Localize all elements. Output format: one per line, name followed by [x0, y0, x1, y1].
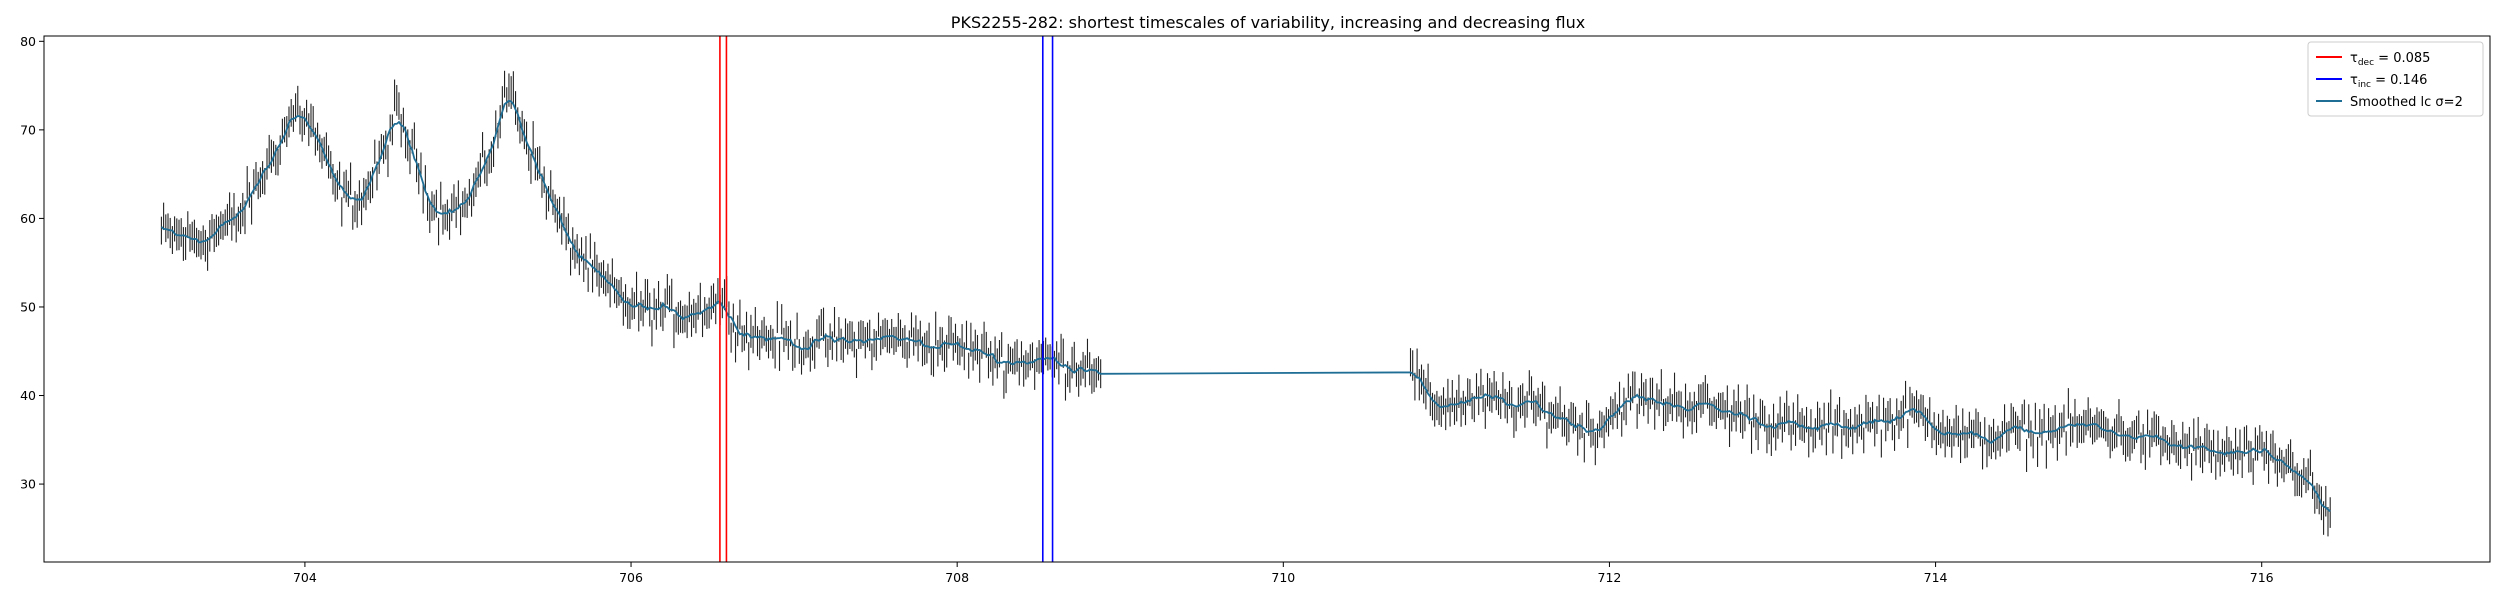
- legend-box: [2307, 41, 2484, 117]
- legend-label-smooth: Smoothed lc σ=2: [2350, 95, 2463, 110]
- chart-title: PKS2255-282: shortest timescales of vari…: [951, 13, 1585, 32]
- y-tick-label: 80: [20, 34, 36, 49]
- legend: τdec = 0.085 τinc = 0.146 Smoothed lc σ=2: [2307, 41, 2484, 117]
- x-tick-label: 712: [1598, 570, 1622, 585]
- y-tick-label: 70: [20, 122, 36, 137]
- plot-clip: [160, 36, 2331, 562]
- legend-label-tau_dec: τdec = 0.085: [2350, 51, 2430, 68]
- x-tick-label: 708: [945, 570, 969, 585]
- x-tick-label: 716: [2250, 570, 2274, 585]
- x-tick-label: 704: [293, 570, 317, 585]
- smoothed-lightcurve-line: [160, 99, 2331, 513]
- legend-label-tau_inc: τinc = 0.146: [2350, 73, 2427, 90]
- y-tick-label: 60: [20, 211, 36, 226]
- axes: 704 706 708 710 712 714 716 30 40 50 60 70 80: [20, 34, 2491, 585]
- x-tick-label: 706: [619, 570, 643, 585]
- y-tick-label: 30: [20, 477, 36, 492]
- y-tick-label: 40: [20, 388, 36, 403]
- errorbars: [160, 70, 2331, 537]
- plot-area: [160, 36, 2331, 562]
- y-tick-label: 50: [20, 299, 36, 314]
- axes-frame: [43, 35, 2491, 563]
- x-tick-label: 710: [1271, 570, 1295, 585]
- x-tick-label: 714: [1924, 570, 1948, 585]
